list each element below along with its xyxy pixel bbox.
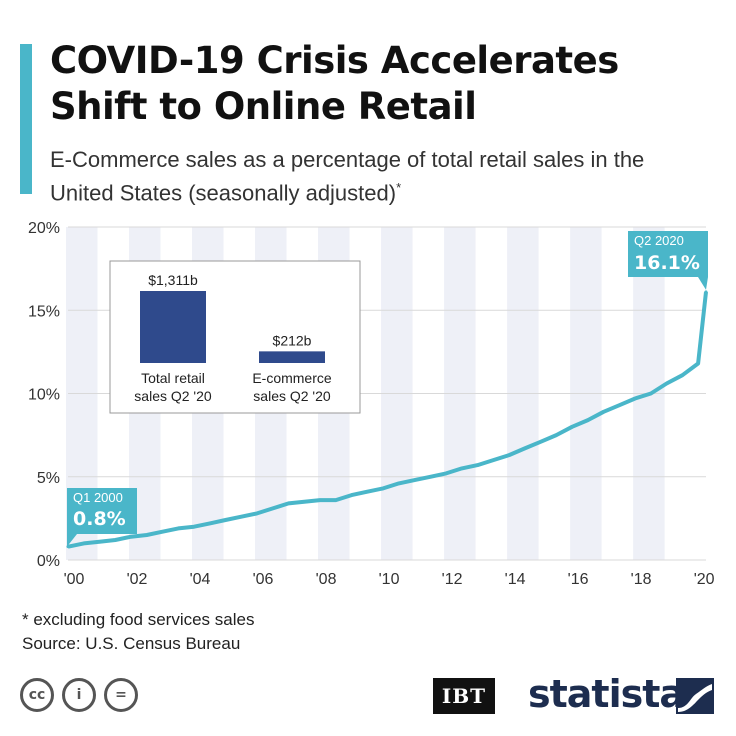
ecommerce-line-chart: 0% 5% 10% 15% 20% '00 '02 '04 '06 '08 '10 '12 '14 '16… xyxy=(28,220,715,588)
inset-bar-value-label: $212b xyxy=(273,332,312,348)
data-point xyxy=(397,481,401,485)
y-tick-label: 0% xyxy=(37,553,60,570)
subtitle-text: E-Commerce sales as a percentage of tota… xyxy=(50,147,645,206)
data-point xyxy=(413,478,417,482)
data-point xyxy=(302,500,306,504)
y-tick-label: 5% xyxy=(37,470,60,487)
inset-category-label: sales Q2 '20 xyxy=(253,388,331,404)
data-point xyxy=(539,440,543,444)
data-point xyxy=(239,515,243,519)
data-point xyxy=(208,521,212,525)
data-point xyxy=(602,410,606,414)
data-point xyxy=(444,471,448,475)
statista-logo-icon xyxy=(676,678,714,714)
inset-category-label: sales Q2 '20 xyxy=(134,388,212,404)
data-point xyxy=(318,498,322,502)
data-point xyxy=(696,362,700,366)
data-point xyxy=(460,466,464,470)
inset-bar-value-label: $1,311b xyxy=(148,272,198,288)
data-point xyxy=(113,538,117,542)
data-point xyxy=(649,392,653,395)
annotation-start-pointer xyxy=(67,534,77,547)
data-point xyxy=(98,540,102,544)
data-point xyxy=(491,458,495,462)
annotation-end-box xyxy=(628,231,708,277)
footer-notes: * excluding food services sales Source: … xyxy=(22,608,254,656)
data-point xyxy=(381,486,385,490)
cc-icon[interactable]: cc xyxy=(20,678,54,712)
data-point xyxy=(570,425,574,429)
data-point xyxy=(617,403,621,407)
y-tick-label: 10% xyxy=(28,387,60,404)
data-point xyxy=(350,493,354,497)
data-point xyxy=(145,533,149,537)
data-point xyxy=(586,418,590,422)
inset-bar xyxy=(140,291,206,363)
x-tick-label: '16 xyxy=(568,571,589,588)
y-tick-label: 15% xyxy=(28,303,60,320)
x-tick-label: '14 xyxy=(505,571,526,588)
data-point xyxy=(665,382,669,386)
data-point xyxy=(224,518,228,522)
by-icon[interactable]: i xyxy=(62,678,96,712)
chart-title: COVID-19 Crisis Accelerates Shift to Onl… xyxy=(50,39,619,128)
x-tick-label: '18 xyxy=(631,571,652,588)
inset-bar xyxy=(259,351,325,363)
x-tick-label: '04 xyxy=(190,571,211,588)
data-point xyxy=(554,433,558,437)
chart-subtitle: E-Commerce sales as a percentage of tota… xyxy=(50,146,710,207)
subtitle-footnote-mark: * xyxy=(396,180,402,195)
data-point xyxy=(192,525,196,529)
annotation-end-pointer xyxy=(698,277,708,290)
annotation-start-label: Q1 2000 xyxy=(73,490,123,505)
ibt-logo[interactable]: IBT xyxy=(433,678,495,714)
data-point xyxy=(129,535,133,539)
annotation-start-value: 0.8% xyxy=(73,508,126,530)
inset-bar-chart: $1,311b Total retail sales Q2 '20 $212b E-co… xyxy=(109,260,361,414)
data-point xyxy=(365,490,369,494)
data-point xyxy=(680,373,684,377)
title-accent-bar xyxy=(20,44,32,194)
data-point xyxy=(507,453,511,457)
data-point xyxy=(66,545,70,549)
nd-icon[interactable]: = xyxy=(104,678,138,712)
data-point xyxy=(82,541,86,545)
data-point xyxy=(287,501,291,505)
statista-logo[interactable]: statista xyxy=(528,672,685,716)
data-point xyxy=(428,475,432,479)
data-point xyxy=(523,446,527,450)
annotation-start-box xyxy=(67,488,137,534)
data-point xyxy=(334,498,338,502)
data-point xyxy=(176,526,180,530)
data-point xyxy=(633,396,637,400)
y-tick-label: 20% xyxy=(28,220,60,237)
annotation-end-label: Q2 2020 xyxy=(634,233,684,248)
annotation-end-value: 16.1% xyxy=(634,252,700,274)
x-tick-label: '10 xyxy=(379,571,400,588)
data-point xyxy=(271,506,275,510)
x-tick-label: '06 xyxy=(253,571,274,588)
inset-category-label: Total retail xyxy=(141,370,205,386)
data-point xyxy=(161,530,165,534)
footnote-text: * excluding food services sales xyxy=(22,610,255,629)
x-tick-label: '00 xyxy=(64,571,85,588)
x-tick-label: '02 xyxy=(127,571,148,588)
x-tick-label: '12 xyxy=(442,571,463,588)
data-point xyxy=(704,290,708,294)
x-tick-label: '08 xyxy=(316,571,337,588)
line-series-ecommerce xyxy=(67,291,708,549)
data-point xyxy=(476,463,480,467)
source-text: Source: U.S. Census Bureau xyxy=(22,634,241,653)
data-point xyxy=(255,511,259,515)
license-icons: cc i = xyxy=(20,678,138,712)
inset-category-label: E-commerce xyxy=(252,370,332,386)
x-tick-label: '20 xyxy=(694,571,715,588)
